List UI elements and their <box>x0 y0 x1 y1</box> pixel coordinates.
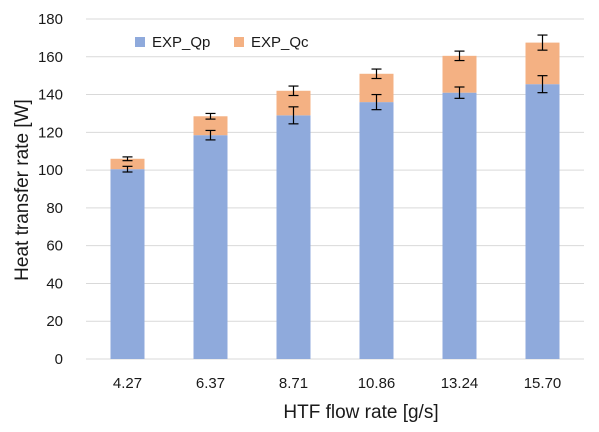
error-bar-exp-qp-4.27 <box>122 165 133 173</box>
error-bar-exp-qc-15.70 <box>537 34 548 51</box>
error-bar-exp-qc-4.27 <box>122 156 133 162</box>
error-bar-exp-qc-10.86 <box>371 68 382 80</box>
legend: EXP_Qp EXP_Qc <box>135 34 309 51</box>
error-bar-exp-qc-6.37 <box>205 112 216 120</box>
error-bar-exp-qp-13.24 <box>454 86 465 99</box>
error-bar-exp-qp-10.86 <box>371 93 382 111</box>
bar-exp-qp-10.86 <box>359 102 394 359</box>
y-tick-label: 100 <box>38 162 63 179</box>
x-tick-labels: 4.27 6.37 8.71 10.86 13.24 15.70 <box>113 375 561 392</box>
bar-exp-qc-4.27 <box>110 158 145 170</box>
legend-swatch <box>234 37 244 47</box>
legend-swatch <box>135 37 145 47</box>
y-tick-label: 160 <box>38 49 63 66</box>
bar-exp-qp-15.70 <box>525 84 560 360</box>
bar-exp-qc-6.37 <box>193 116 228 136</box>
y-tick-label: 60 <box>46 238 63 255</box>
gridlines <box>86 18 584 360</box>
error-bar-exp-qc-8.71 <box>288 85 299 97</box>
x-tick-label: 13.24 <box>441 375 479 392</box>
y-tick-label: 20 <box>46 313 63 330</box>
y-tick-label: 0 <box>55 351 63 368</box>
error-bar-exp-qc-13.24 <box>454 50 465 62</box>
bar-exp-qp-13.24 <box>442 92 477 360</box>
x-tick-label: 4.27 <box>113 375 142 392</box>
x-axis-title: HTF flow rate [g/s] <box>283 402 438 423</box>
error-bar-exp-qp-6.37 <box>205 129 216 141</box>
y-tick-label: 40 <box>46 275 63 292</box>
x-tick-label: 8.71 <box>279 375 308 392</box>
x-tick-label: 15.70 <box>524 375 562 392</box>
error-bars <box>122 34 548 173</box>
x-tick-label: 10.86 <box>358 375 396 392</box>
y-tick-label: 120 <box>38 124 63 141</box>
legend-item-exp-qp: EXP_Qp <box>135 34 210 51</box>
y-tick-label: 180 <box>38 11 63 28</box>
error-bar-exp-qp-8.71 <box>288 106 299 125</box>
y-axis-title: Heat transfer rate [W] <box>12 99 33 281</box>
bar-exp-qp-8.71 <box>276 115 311 359</box>
bar-exp-qp-4.27 <box>110 169 145 359</box>
error-bar-exp-qp-15.70 <box>537 75 548 94</box>
legend-label: EXP_Qp <box>152 34 210 51</box>
bar-exp-qp-6.37 <box>193 135 228 359</box>
y-tick-labels: 0 20 40 60 80 100 120 140 160 180 <box>38 11 63 368</box>
y-tick-label: 80 <box>46 200 63 217</box>
x-tick-label: 6.37 <box>196 375 225 392</box>
y-tick-label: 140 <box>38 87 63 104</box>
legend-label: EXP_Qc <box>251 34 309 51</box>
bars <box>110 42 560 360</box>
legend-item-exp-qc: EXP_Qc <box>234 34 309 51</box>
